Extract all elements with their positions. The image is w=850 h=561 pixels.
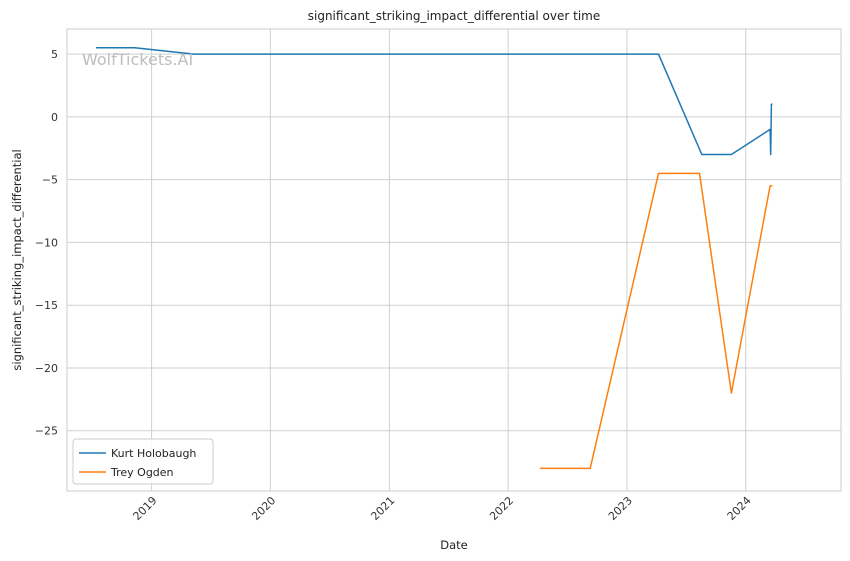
chart-title: significant_striking_impact_differential… <box>308 9 600 23</box>
legend-label-kurt-holobaugh: Kurt Holobaugh <box>111 447 196 460</box>
watermark: WolfTickets.AI <box>82 50 193 69</box>
legend: Kurt Holobaugh Trey Ogden <box>72 438 214 485</box>
y-tick-label: −15 <box>35 299 58 312</box>
grid-lines <box>67 29 841 491</box>
y-tick-label: 5 <box>51 48 58 61</box>
x-axis-ticks: 2019 2020 2021 2022 2023 2024 <box>131 494 754 523</box>
y-tick-label: 0 <box>51 111 58 124</box>
y-tick-label: −5 <box>42 174 58 187</box>
y-axis-title: significant_striking_impact_differential <box>10 149 24 370</box>
plot-area <box>66 28 842 492</box>
y-tick-label: −20 <box>35 362 58 375</box>
y-tick-label: −10 <box>35 236 58 249</box>
legend-label-trey-ogden: Trey Ogden <box>110 466 174 479</box>
x-tick-label: 2022 <box>487 494 516 523</box>
y-axis-ticks: 5 0 −5 −10 −15 −20 −25 <box>35 48 58 438</box>
series-layer <box>96 47 773 470</box>
x-axis-title: Date <box>440 538 468 552</box>
x-tick-label: 2020 <box>249 494 278 523</box>
legend-box <box>72 438 214 485</box>
series-line-trey-ogden <box>540 172 773 470</box>
x-tick-label: 2019 <box>131 494 160 523</box>
x-tick-label: 2024 <box>725 494 754 523</box>
x-tick-label: 2021 <box>368 494 397 523</box>
y-tick-label: −25 <box>35 425 58 438</box>
x-tick-label: 2023 <box>606 494 635 523</box>
series-line-kurt-holobaugh <box>96 47 773 156</box>
